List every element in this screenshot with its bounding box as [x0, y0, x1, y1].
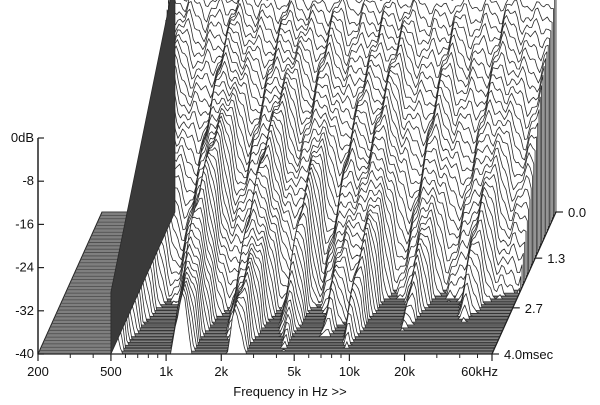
decay-slices [110, 0, 557, 355]
y-tick-label: -32 [15, 303, 34, 318]
x-tick-label: 5k [287, 364, 301, 379]
x-tick-label: 500 [100, 364, 122, 379]
time-axis-line [491, 211, 557, 355]
x-axis-title: Frequency in Hz >> [233, 384, 346, 399]
x-tick-label: 20k [394, 364, 415, 379]
left-wall [110, 0, 176, 355]
y-tick-label: 0dB [11, 130, 34, 145]
y-tick-label: -16 [15, 216, 34, 231]
x-tick-label: 10k [339, 364, 360, 379]
x-tick-label: 200 [27, 364, 49, 379]
time-tick-label: 2.7 [525, 301, 543, 316]
y-tick-label: -24 [15, 260, 34, 275]
y-tick-label: -40 [15, 346, 34, 361]
y-tick-label: -8 [22, 173, 34, 188]
time-tick-label: 4.0msec [504, 347, 554, 362]
x-tick-label: 1k [159, 364, 173, 379]
x-tick-label: 60kHz [461, 364, 498, 379]
time-tick-label: 1.3 [547, 251, 565, 266]
axes: 0dB -8 -16 -24 -32 -40 200 500 1k 2k 5k 10k 20k 60kHz… [11, 130, 586, 399]
x-tick-label: 2k [214, 364, 228, 379]
time-tick-label: 0.0 [568, 205, 586, 220]
